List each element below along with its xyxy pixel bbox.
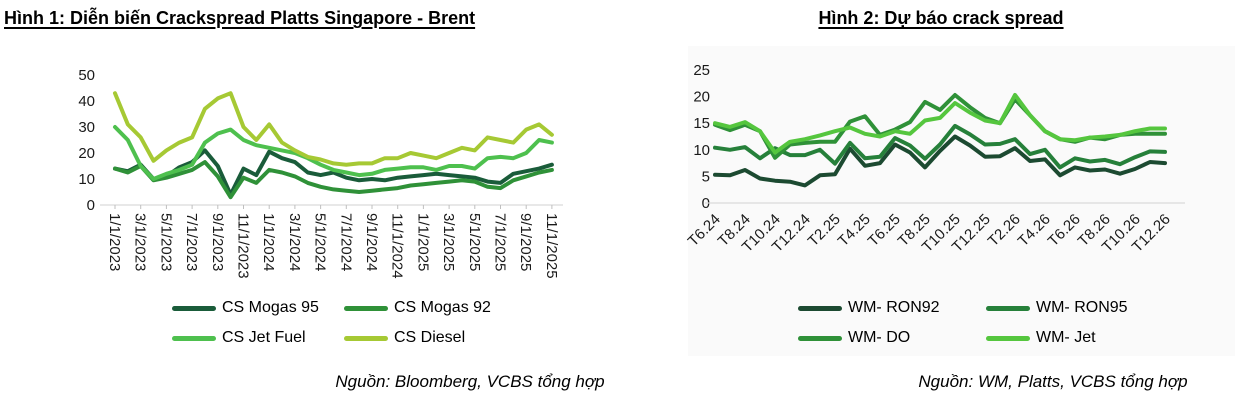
legend-item: WM- RON95 xyxy=(986,293,1174,323)
crackspread-history-chart: 0 10 20 30 40 50 1/1/2023 3/1/2023 5/1/2023 7/1/2… xyxy=(78,67,563,279)
y-axis-label: 20 xyxy=(693,89,710,106)
legend-item: WM- Jet xyxy=(986,323,1174,353)
x-axis-label: T4.26 xyxy=(1015,211,1054,250)
x-axis-label: T4.25 xyxy=(835,211,874,250)
y-axis-label: 5 xyxy=(702,168,710,185)
x-axis-label: 1/1/2025 xyxy=(414,213,431,271)
legend-swatch xyxy=(344,335,388,341)
legend-label: WM- RON92 xyxy=(848,299,940,316)
figure1-title: Hình 1: Diễn biến Crackspread Platts Sin… xyxy=(4,8,476,28)
x-axis-label: 9/1/2025 xyxy=(517,213,534,271)
legend-item: CS Mogas 92 xyxy=(344,293,516,323)
legend-swatch xyxy=(172,335,216,341)
y-axis-label: 0 xyxy=(87,197,95,214)
y-axis-label: 40 xyxy=(78,93,95,110)
legend-swatch xyxy=(798,305,842,311)
figure1-legend: CS Mogas 95 CS Mogas 92 CS Jet Fuel CS Dies… xyxy=(172,293,516,353)
legend-label: CS Diesel xyxy=(394,329,466,346)
figure2-background-panel xyxy=(688,46,1235,356)
legend-swatch xyxy=(986,335,1030,341)
x-axis-label: T6.26 xyxy=(1045,211,1084,250)
x-axis-label: T6.25 xyxy=(865,211,904,250)
series-line-wm-ron92 xyxy=(713,134,1167,188)
x-axis-label: 11/1/2025 xyxy=(543,213,560,279)
x-axis-label: 1/1/2023 xyxy=(106,213,123,271)
x-axis-label: 11/1/2024 xyxy=(389,213,406,279)
legend-label: CS Jet Fuel xyxy=(222,329,306,346)
x-axis-label: 9/1/2024 xyxy=(363,213,380,271)
y-axis-label: 25 xyxy=(693,62,710,79)
legend-swatch xyxy=(172,305,216,311)
legend-label: CS Mogas 92 xyxy=(394,299,491,316)
legend-item: WM- RON92 xyxy=(798,293,986,323)
y-axis-label: 50 xyxy=(78,67,95,84)
legend-swatch xyxy=(986,305,1030,311)
series-line-wm-jet xyxy=(713,93,1167,155)
y-axis-label: 15 xyxy=(693,115,710,132)
x-axis-label: T6.24 xyxy=(685,211,724,250)
x-axis-label: 7/1/2025 xyxy=(492,213,509,271)
legend-swatch xyxy=(344,305,388,311)
series-line-wm-ron95 xyxy=(713,123,1167,170)
x-axis-label: 3/1/2023 xyxy=(132,213,149,271)
x-axis-label: 11/1/2023 xyxy=(235,213,252,279)
series-line-cs-jet-fuel xyxy=(113,125,554,181)
legend-swatch xyxy=(798,335,842,341)
x-axis-label: T2.25 xyxy=(805,211,844,250)
legend-item: CS Jet Fuel xyxy=(172,323,344,353)
legend-item: CS Mogas 95 xyxy=(172,293,344,323)
legend-item: CS Diesel xyxy=(344,323,516,353)
crackspread-forecast-chart: 0510152025T6.24T8.24T10.24T12.24T2.25T4.… xyxy=(685,62,1185,256)
x-axis-label: 5/1/2025 xyxy=(466,213,483,271)
x-axis-label: 9/1/2023 xyxy=(209,213,226,271)
y-axis-label: 20 xyxy=(78,145,95,162)
y-axis-label: 10 xyxy=(693,142,710,159)
x-axis-label: 7/1/2023 xyxy=(183,213,200,271)
series-line-cs-mogas-95 xyxy=(113,148,554,197)
series-line-cs-diesel xyxy=(113,91,554,167)
x-axis-label: 3/1/2025 xyxy=(440,213,457,271)
legend-item: WM- DO xyxy=(798,323,986,353)
legend-label: CS Mogas 95 xyxy=(222,299,319,316)
figure1-source: Nguồn: Bloomberg, VCBS tổng hợp xyxy=(335,372,605,391)
x-axis-label: 3/1/2024 xyxy=(286,213,303,271)
legend-label: WM- Jet xyxy=(1036,329,1096,346)
figure2-source: Nguồn: WM, Platts, VCBS tổng hợp xyxy=(918,372,1188,391)
x-axis-label: 5/1/2024 xyxy=(312,213,329,271)
figure2-title: Hình 2: Dự báo crack spread xyxy=(818,8,1064,28)
figure2-legend: WM- RON92 WM- RON95 WM- DO WM- Jet xyxy=(798,293,1174,353)
legend-label: WM- DO xyxy=(848,329,911,346)
x-axis-label: 7/1/2024 xyxy=(337,213,354,271)
y-axis-label: 30 xyxy=(78,119,95,136)
x-axis-label: T2.26 xyxy=(985,211,1024,250)
x-axis-label: 5/1/2023 xyxy=(157,213,174,271)
series-line-cs-mogas-92 xyxy=(113,160,554,200)
x-axis-label: 1/1/2024 xyxy=(260,213,277,271)
legend-label: WM- RON95 xyxy=(1036,299,1128,316)
y-axis-label: 10 xyxy=(78,171,95,188)
